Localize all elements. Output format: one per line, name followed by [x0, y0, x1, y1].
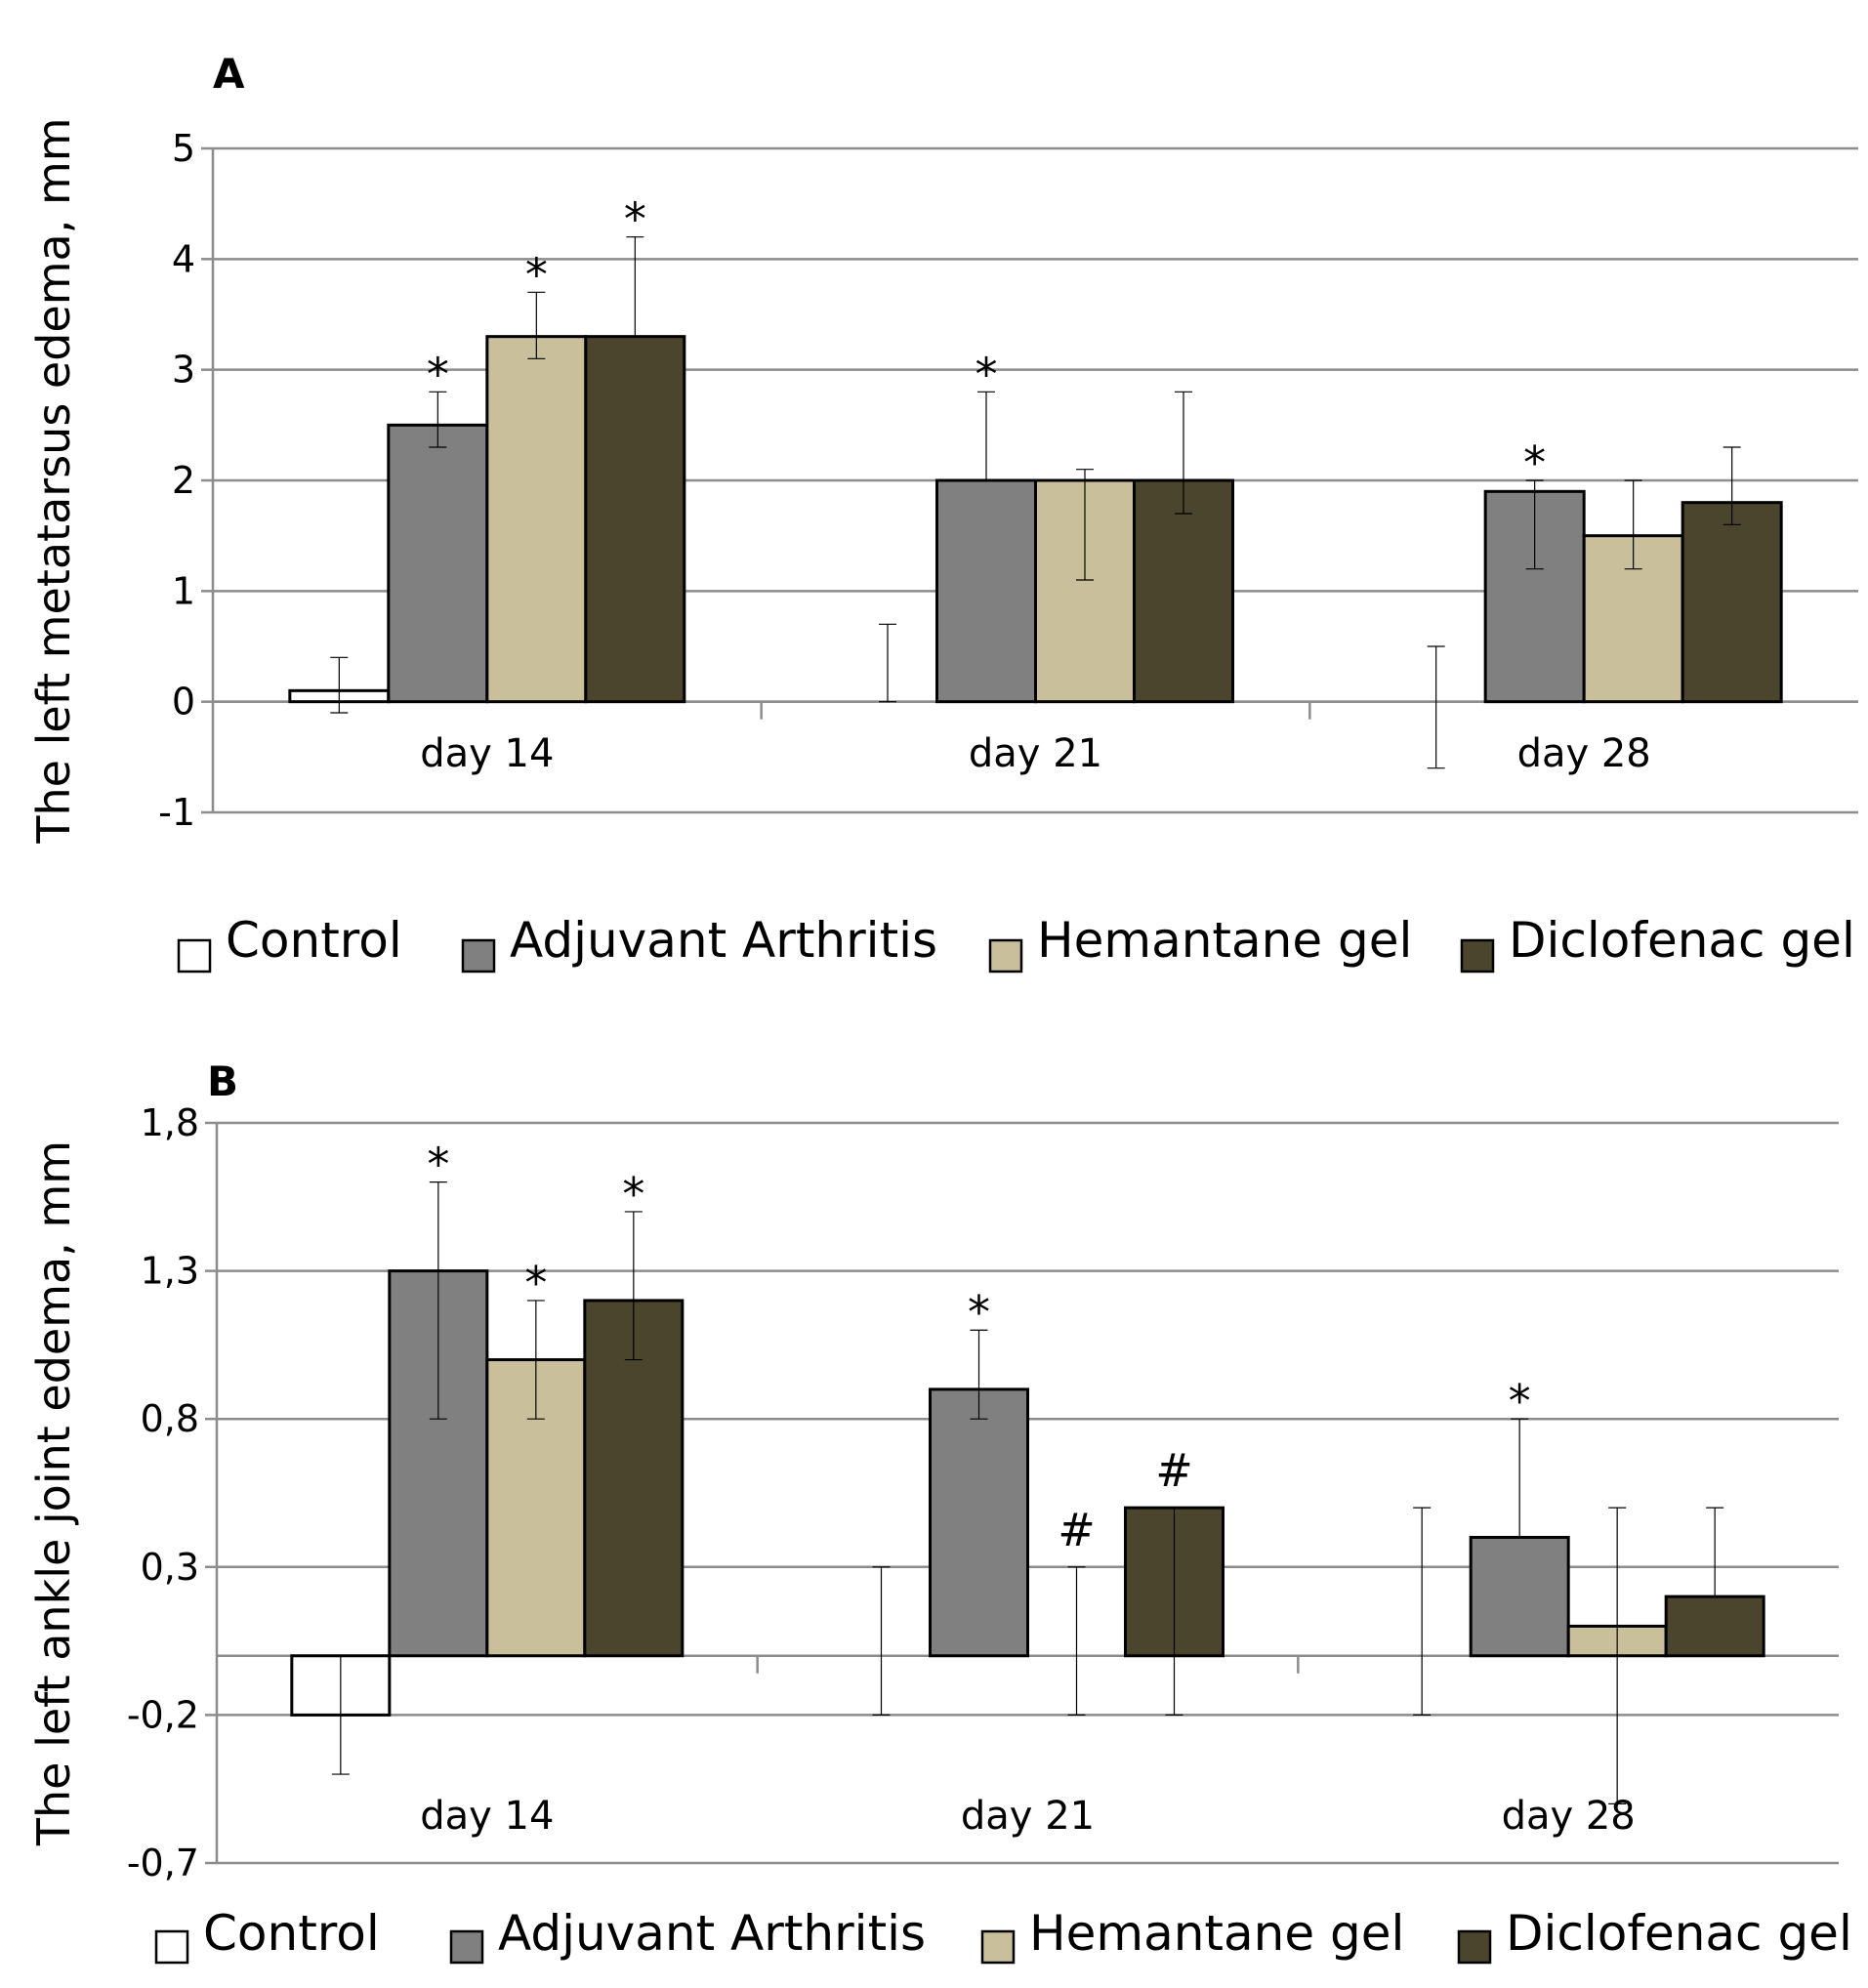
significance-asterisk: *: [427, 348, 449, 400]
panel-a-legend: Control Adjuvant Arthritis Hemantane gel Di…: [177, 912, 1855, 973]
y-tick-label: 2: [172, 459, 195, 502]
legend-entry: Hemantane gel: [1029, 1905, 1404, 1962]
significance-hash: #: [1155, 1444, 1193, 1497]
y-axis-label: The left ankle joint edema, mm: [27, 1140, 80, 1846]
legend-entry: Adjuvant Arthritis: [510, 912, 937, 969]
legend-entry: Hemantane gel: [1037, 912, 1412, 969]
significance-asterisk: *: [525, 248, 548, 301]
significance-hash: #: [1058, 1504, 1096, 1556]
category-label: day 14: [420, 731, 554, 776]
y-tick-label: 3: [172, 349, 195, 392]
y-tick-label: 0: [172, 681, 195, 724]
legend-entry: Diclofenac gel: [1506, 1905, 1852, 1962]
panel-b-legend: Control Adjuvant Arthritis Hemantane gel Di…: [154, 1905, 1852, 1965]
panel-a-metatarsus-chart: 5 4 3 2 1 0 -1 The left metatarsus edema, mm Ada…: [27, 50, 1858, 845]
category-label: day 21: [969, 731, 1102, 776]
significance-asterisk: *: [968, 1286, 990, 1339]
significance-asterisk: *: [427, 1139, 449, 1191]
panel-b-ankle-chart: 1,8 1,3 0,8 0,3 -0,2 -0,7 The left ankle joint…: [27, 1057, 1839, 1884]
y-tick-label: 0,3: [141, 1546, 199, 1589]
significance-asterisk: *: [1509, 1375, 1531, 1428]
significance-asterisk: *: [1523, 436, 1546, 489]
bar: [1681, 501, 1783, 704]
significance-asterisk: *: [524, 1257, 547, 1309]
y-axis-label: The left metatarsus edema, mm: [27, 117, 80, 844]
legend-entry: Control: [203, 1905, 380, 1962]
legend-entry: Adjuvant Arthritis: [498, 1905, 926, 1962]
y-tick-label: 1: [172, 569, 195, 612]
bar: [1469, 1535, 1570, 1658]
legend-swatch: [154, 1929, 189, 1965]
bar: [485, 335, 588, 704]
category-label: day 21: [961, 1794, 1095, 1839]
y-tick-label: -1: [158, 791, 195, 834]
significance-asterisk: *: [624, 193, 646, 246]
legend-entry: Diclofenac gel: [1509, 912, 1855, 969]
bar: [1133, 478, 1234, 704]
legend-swatch: [449, 1929, 484, 1965]
legend-swatch: [988, 938, 1023, 973]
panel-label: A: [213, 50, 245, 98]
legend-swatch: [1457, 1929, 1492, 1965]
legend-entry: Control: [226, 912, 402, 969]
bar: [387, 423, 489, 704]
category-label: day 28: [1517, 731, 1651, 776]
panel-label: B: [207, 1057, 238, 1105]
legend-swatch: [1460, 938, 1495, 973]
significance-asterisk: *: [622, 1168, 644, 1221]
legend-swatch: [980, 1929, 1016, 1965]
category-label: day 28: [1502, 1794, 1636, 1839]
y-tick-label: 5: [172, 127, 195, 170]
y-tick-label: 1,8: [141, 1101, 199, 1144]
y-tick-label: 1,3: [141, 1250, 199, 1293]
y-tick-label: 0,8: [141, 1397, 199, 1440]
category-label: day 14: [420, 1794, 554, 1839]
bar: [935, 478, 1037, 704]
y-tick-label: 4: [172, 237, 195, 280]
bar: [929, 1387, 1029, 1658]
significance-asterisk: *: [976, 348, 998, 400]
bar: [1664, 1595, 1765, 1658]
bar: [584, 335, 686, 704]
legend-swatch: [461, 938, 496, 973]
legend-swatch: [177, 938, 212, 973]
y-tick-label: -0,7: [127, 1842, 199, 1884]
y-tick-label: -0,2: [127, 1693, 199, 1736]
